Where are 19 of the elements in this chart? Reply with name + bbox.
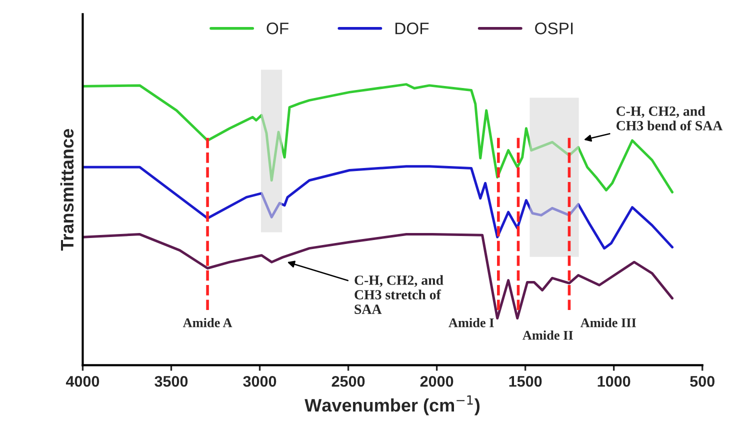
legend-label: DOF <box>395 22 429 34</box>
x-tick-label: 4000 <box>66 376 100 387</box>
annotation: C-H, CH2, and CH3 bend of SAA <box>616 106 723 130</box>
annotation: C-H, CH2, and CH3 stretch of SAA <box>354 275 444 314</box>
legend-label: OF <box>266 22 288 34</box>
ref-line-label: Amide A <box>182 318 232 328</box>
x-tick-label: 1000 <box>598 376 630 387</box>
legend-label: OSPI <box>535 22 573 34</box>
ref-line-label: Amide III <box>580 318 636 328</box>
x-tick-label: 500 <box>690 376 714 387</box>
y-axis-title: Transmittance <box>60 129 74 251</box>
x-axis-title: Wavenumber (cm$^{−1}$) <box>304 395 480 416</box>
x-tick-label: 2500 <box>332 376 365 387</box>
x-tick-label: 3000 <box>243 376 276 387</box>
ref-line-label: Amide II <box>522 330 573 340</box>
x-tick-label: 2000 <box>420 376 454 387</box>
ref-line-label: Amide I <box>448 318 494 328</box>
x-tick-label: 3500 <box>154 376 188 387</box>
x-tick-label: 1500 <box>509 376 542 387</box>
